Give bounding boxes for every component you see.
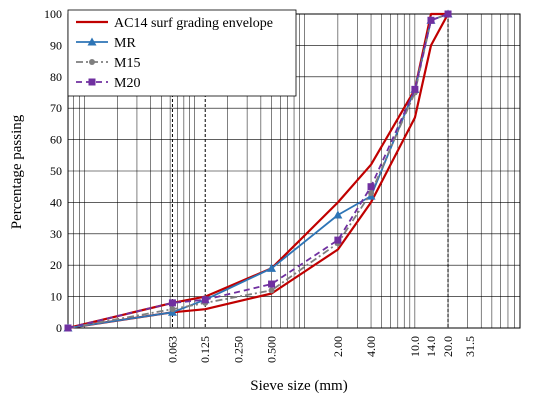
y-tick-label: 30 — [50, 227, 62, 241]
x-axis-ticks: 0.063 0.125 0.250 0.500 2.00 4.00 10.0 14.0 20.0… — [165, 336, 476, 363]
series-line — [67, 13, 449, 329]
legend-label: AC14 surf grading envelope — [114, 16, 273, 31]
x-tick-label: 10.0 — [408, 336, 422, 357]
y-tick-label: 0 — [56, 321, 62, 335]
triangle-marker — [333, 210, 343, 219]
series-line — [67, 13, 449, 330]
y-tick-label: 80 — [50, 70, 62, 84]
x-tick-label: 2.00 — [331, 336, 345, 357]
y-tick-label: 40 — [50, 195, 62, 209]
triangle-marker — [267, 263, 277, 272]
square-marker — [411, 85, 419, 93]
square-marker — [334, 236, 342, 244]
square-marker — [201, 296, 209, 304]
x-tick-label: 14.0 — [424, 336, 438, 357]
square-marker — [64, 324, 72, 332]
square-marker — [268, 280, 276, 288]
x-tick-label: 0.500 — [265, 336, 279, 363]
y-tick-label: 60 — [50, 133, 62, 147]
x-tick-label: 31.5 — [463, 336, 477, 357]
x-axis-title: Sieve size (mm) — [250, 378, 347, 394]
square-marker — [168, 299, 176, 307]
circle-marker — [368, 189, 375, 196]
legend-label: M20 — [114, 76, 140, 91]
y-tick-label: 20 — [50, 258, 62, 272]
x-tick-label: 0.063 — [165, 336, 179, 363]
y-tick-label: 70 — [50, 101, 62, 115]
series-line — [67, 12, 448, 330]
square-marker — [444, 10, 452, 18]
y-tick-label: 90 — [50, 38, 62, 52]
x-tick-label: 0.125 — [198, 336, 212, 363]
y-tick-label: 100 — [44, 7, 62, 21]
square-marker — [367, 183, 375, 191]
square-marker — [427, 16, 435, 24]
x-tick-label: 0.250 — [231, 336, 245, 363]
legend-label: M15 — [114, 56, 140, 71]
series-layer — [63, 9, 453, 332]
x-tick-label: 20.0 — [441, 336, 455, 357]
circle-marker — [268, 287, 275, 294]
triangle-marker — [87, 37, 97, 46]
y-axis-title: Percentage passing — [9, 114, 25, 229]
x-tick-label: 4.00 — [364, 336, 378, 357]
circle-marker — [169, 306, 176, 313]
y-axis-ticks: 0 10 20 30 40 50 60 70 80 90 100 — [44, 7, 62, 335]
y-tick-label: 10 — [50, 290, 62, 304]
square-marker — [88, 78, 96, 86]
circle-marker — [89, 59, 95, 65]
legend-label: MR — [114, 36, 136, 51]
y-tick-label: 50 — [50, 164, 62, 178]
legend: AC14 surf grading envelope MR M15 M20 — [67, 9, 297, 97]
